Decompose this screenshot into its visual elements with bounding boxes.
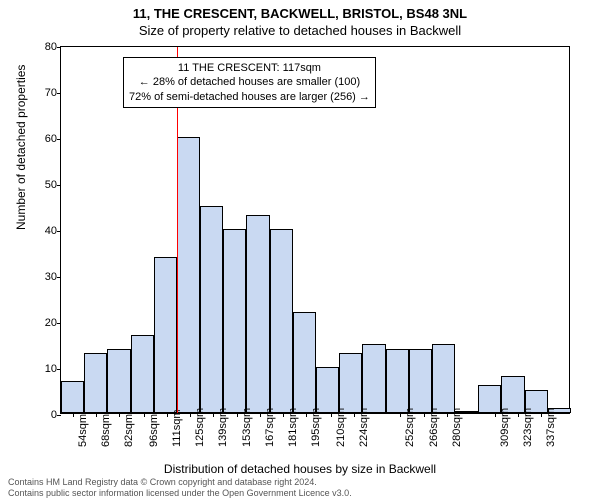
y-axis-label: Number of detached properties: [14, 65, 28, 230]
x-tick-label: 181sqm: [287, 408, 299, 447]
histogram-bar: [316, 367, 339, 413]
x-tick-label: 337sqm: [545, 408, 557, 447]
histogram-bar: [478, 385, 501, 413]
x-tick-label: 323sqm: [522, 408, 534, 447]
chart-plot-area: 0102030405060708054sqm68sqm82sqm96sqm111…: [60, 46, 570, 414]
y-tick-label: 60: [33, 133, 57, 145]
x-axis-label: Distribution of detached houses by size …: [0, 462, 600, 476]
histogram-bar: [362, 344, 385, 413]
histogram-bar: [84, 353, 107, 413]
x-tick-label: 309sqm: [499, 408, 511, 447]
y-tick-label: 40: [33, 225, 57, 237]
histogram-bar: [293, 312, 316, 413]
y-tick-label: 0: [33, 409, 57, 421]
annotation-line: 72% of semi-detached houses are larger (…: [129, 90, 370, 104]
annotation-box: 11 THE CRESCENT: 117sqm← 28% of detached…: [123, 57, 376, 108]
histogram-bar: [223, 229, 246, 413]
x-tick-label: 139sqm: [217, 408, 229, 447]
x-tick-label: 195sqm: [310, 408, 322, 447]
x-tick-label: 252sqm: [404, 408, 416, 447]
x-tick-label: 68sqm: [100, 414, 112, 447]
y-tick-label: 70: [33, 87, 57, 99]
plot-box: 0102030405060708054sqm68sqm82sqm96sqm111…: [60, 46, 570, 414]
y-tick-label: 30: [33, 271, 57, 283]
histogram-bar: [107, 349, 130, 413]
histogram-bar: [246, 215, 269, 413]
histogram-bar: [409, 349, 432, 413]
histogram-bar: [177, 137, 200, 413]
histogram-bar: [154, 257, 177, 413]
x-tick-label: 54sqm: [77, 414, 89, 447]
y-tick-label: 20: [33, 317, 57, 329]
y-tick-label: 80: [33, 41, 57, 53]
histogram-bar: [386, 349, 409, 413]
x-tick-label: 224sqm: [358, 408, 370, 447]
chart-title-line1: 11, THE CRESCENT, BACKWELL, BRISTOL, BS4…: [0, 6, 600, 21]
annotation-line: 11 THE CRESCENT: 117sqm: [129, 61, 370, 75]
footer-line2: Contains public sector information licen…: [8, 488, 352, 498]
x-tick-label: 167sqm: [264, 408, 276, 447]
x-tick-label: 111sqm: [171, 409, 183, 447]
x-tick-label: 82sqm: [123, 414, 135, 447]
x-tick-label: 125sqm: [194, 408, 206, 447]
y-tick-label: 10: [33, 363, 57, 375]
y-tick-label: 50: [33, 179, 57, 191]
footer-attribution: Contains HM Land Registry data © Crown c…: [8, 477, 352, 498]
chart-title-line2: Size of property relative to detached ho…: [0, 23, 600, 38]
histogram-bar: [61, 381, 84, 413]
x-tick-label: 96sqm: [148, 414, 160, 447]
histogram-bar: [432, 344, 455, 413]
histogram-bar: [270, 229, 293, 413]
chart-title-block: 11, THE CRESCENT, BACKWELL, BRISTOL, BS4…: [0, 0, 600, 38]
footer-line1: Contains HM Land Registry data © Crown c…: [8, 477, 352, 487]
histogram-bar: [200, 206, 223, 413]
histogram-bar: [131, 335, 154, 413]
x-tick-label: 266sqm: [428, 408, 440, 447]
x-tick-label: 153sqm: [241, 408, 253, 447]
histogram-bar: [339, 353, 362, 413]
x-tick-label: 210sqm: [335, 408, 347, 447]
annotation-line: ← 28% of detached houses are smaller (10…: [129, 75, 370, 89]
x-tick-label: 280sqm: [451, 408, 463, 447]
